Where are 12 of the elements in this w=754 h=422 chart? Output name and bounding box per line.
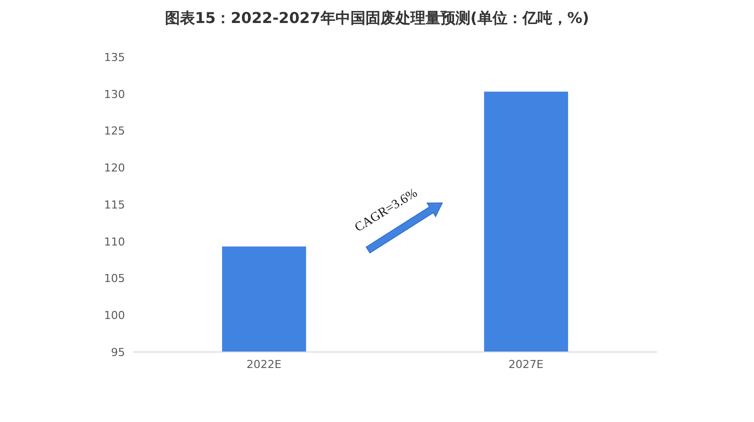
y-tick-label: 135 (104, 50, 125, 64)
y-tick-label: 130 (104, 88, 125, 101)
chart-title: 图表15：2022-2027年中国固废处理量预测(单位：亿吨，%) (164, 9, 590, 28)
x-tick-label: 2022E (246, 358, 282, 371)
y-tick-label: 120 (104, 162, 125, 175)
y-tick-label: 125 (104, 124, 125, 138)
x-tick-label: 2027E (508, 358, 544, 371)
y-tick-label: 115 (104, 198, 125, 212)
y-tick-label: 110 (104, 235, 125, 248)
y-tick-label: 95 (111, 346, 125, 359)
y-tick-label: 105 (104, 272, 125, 286)
y-tick-label: 100 (104, 309, 125, 322)
